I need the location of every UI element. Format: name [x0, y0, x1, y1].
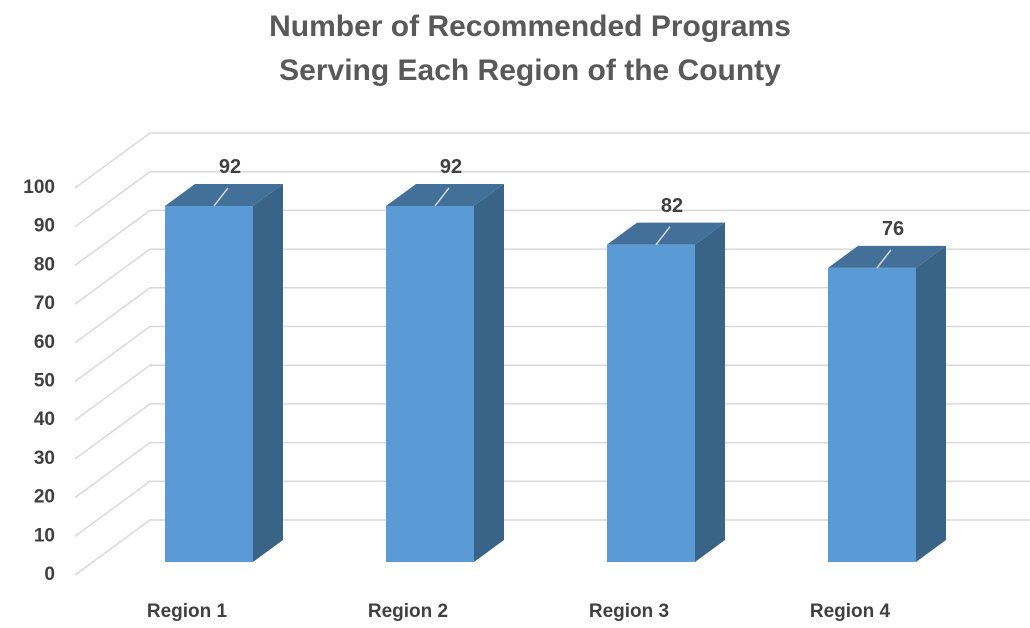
grid-line: [74, 209, 1030, 267]
x-tick-label: Region 4: [810, 601, 891, 622]
grid-line: [74, 132, 1030, 189]
grid-line: [74, 441, 1030, 499]
y-tick-label: 40: [34, 409, 55, 430]
value-label: 82: [661, 195, 683, 217]
x-tick-label: Region 3: [589, 601, 669, 622]
bar: [828, 267, 916, 562]
bar-side: [253, 183, 283, 562]
leader-line: [655, 226, 671, 246]
bar-top: [607, 222, 725, 245]
grid-line: [74, 519, 1030, 576]
y-tick-label: 50: [34, 371, 55, 392]
grid-line: [74, 248, 1030, 305]
bar-side: [916, 245, 946, 562]
value-label: 92: [440, 156, 462, 178]
y-tick-label: 60: [34, 332, 55, 353]
grid-line: [74, 364, 1030, 421]
bar: [386, 205, 474, 562]
bar: [165, 205, 253, 562]
leader-line: [876, 249, 892, 269]
y-tick-label: 10: [34, 525, 55, 546]
y-tick-label: 80: [34, 254, 55, 275]
chart-title: Serving Each Region of the County: [279, 54, 781, 87]
leader-line: [434, 187, 450, 207]
grid-line: [74, 287, 1030, 344]
y-tick-label: 100: [23, 177, 55, 198]
grid-line: [74, 480, 1030, 537]
y-tick-label: 70: [34, 293, 55, 314]
chart-title: Number of Recommended Programs: [269, 10, 791, 43]
grid-line: [74, 325, 1030, 383]
grid-line: [74, 403, 1030, 460]
bar: [607, 244, 695, 562]
y-tick-label: 30: [34, 448, 55, 469]
bar-top: [828, 245, 946, 268]
y-tick-label: 0: [44, 564, 55, 585]
x-tick-label: Region 2: [368, 601, 448, 622]
bar-side: [695, 222, 725, 562]
leader-line: [213, 187, 229, 207]
bar-top: [165, 183, 283, 206]
y-tick-label: 90: [34, 216, 55, 237]
bar-top: [386, 183, 504, 206]
y-tick-label: 20: [34, 487, 55, 508]
grid-line: [74, 170, 1030, 228]
value-label: 76: [882, 218, 904, 240]
bar-side: [474, 183, 504, 562]
value-label: 92: [219, 156, 241, 178]
x-tick-label: Region 1: [147, 601, 228, 622]
